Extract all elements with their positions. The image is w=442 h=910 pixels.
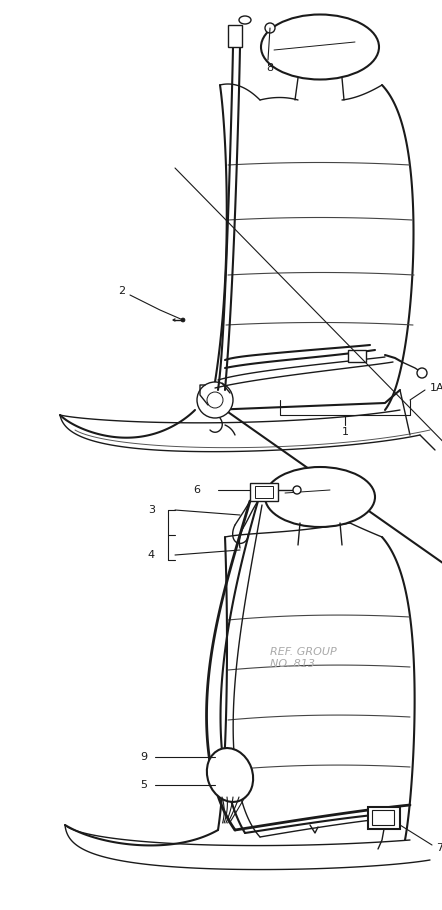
Ellipse shape <box>207 748 253 802</box>
Circle shape <box>293 486 301 494</box>
Text: 8: 8 <box>267 63 274 73</box>
Text: 5: 5 <box>140 780 147 790</box>
Ellipse shape <box>261 15 379 79</box>
Bar <box>228 25 242 47</box>
Circle shape <box>265 23 275 33</box>
Ellipse shape <box>265 467 375 527</box>
Text: 3: 3 <box>148 505 155 515</box>
Text: 2: 2 <box>118 286 126 296</box>
Text: 9: 9 <box>140 752 147 762</box>
Circle shape <box>181 318 185 322</box>
Bar <box>255 486 273 498</box>
Circle shape <box>417 368 427 378</box>
Bar <box>250 483 278 501</box>
Circle shape <box>197 382 233 418</box>
Text: 1: 1 <box>342 427 348 437</box>
Bar <box>372 810 394 825</box>
Ellipse shape <box>239 16 251 24</box>
Bar <box>368 807 400 829</box>
Bar <box>348 350 366 362</box>
Text: REF. GROUP
NO. 813: REF. GROUP NO. 813 <box>270 647 337 669</box>
Text: 1A: 1A <box>430 383 442 393</box>
Text: 6: 6 <box>193 485 200 495</box>
Circle shape <box>207 392 223 408</box>
Text: 4: 4 <box>148 550 155 560</box>
Text: 7: 7 <box>436 843 442 853</box>
